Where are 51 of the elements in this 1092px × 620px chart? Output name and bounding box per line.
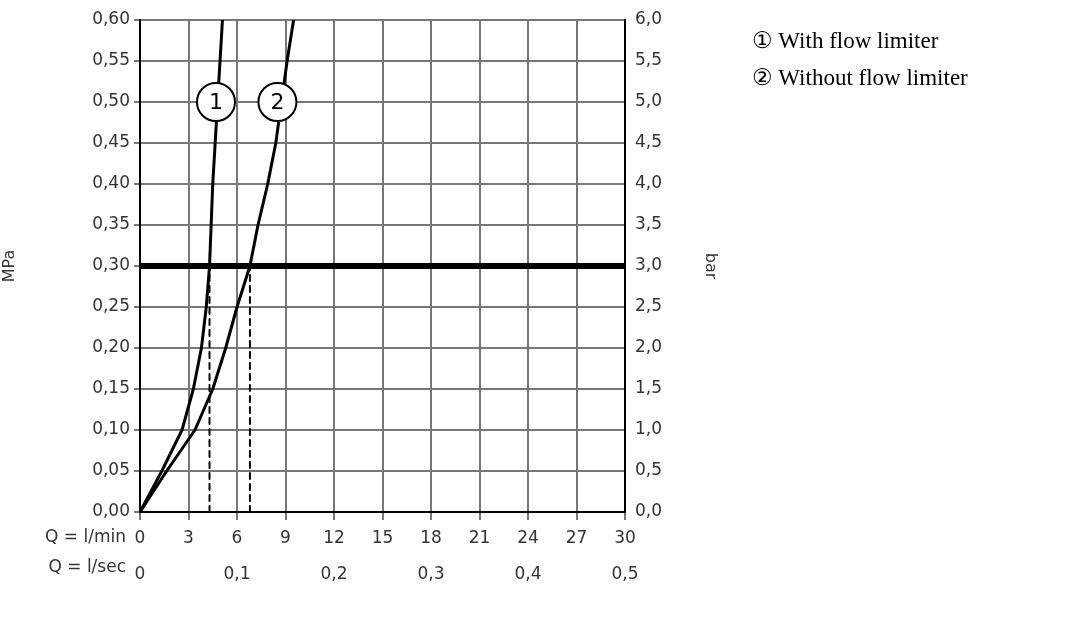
y2-axis-title: bar	[702, 252, 722, 280]
x-tick-label: 0	[134, 526, 146, 547]
text: ① With flow limiter	[752, 27, 940, 55]
y-tick-label: 0,35	[92, 213, 130, 234]
y-tick-label: 0,45	[92, 131, 130, 152]
y2-tick-label: 4,5	[635, 131, 663, 152]
y2-tick-label: 6,0	[635, 8, 663, 29]
y2-tick-label: 1,0	[635, 418, 663, 439]
y2-tick-label: 3,5	[635, 213, 663, 234]
y-tick-label: 0,50	[92, 90, 130, 111]
y2-tick-label: 1,5	[635, 377, 663, 398]
x-tick-label: 15	[371, 526, 394, 547]
x-tick-label: 18	[420, 526, 442, 547]
y-tick-label: 0,30	[92, 254, 130, 275]
y-tick-label: 0,55	[92, 49, 130, 70]
x2-tick-label: 0,1	[223, 562, 251, 583]
y-tick-label: 0,25	[92, 295, 130, 316]
x-tick-label: 21	[468, 526, 491, 547]
y2-tick-label: 2,0	[635, 336, 663, 357]
x-axis-title: Q = l/min	[45, 526, 126, 547]
y2-tick-label: 0,0	[635, 500, 663, 521]
y2-tick-label: 2,5	[635, 295, 663, 316]
x2-tick-label: 0,4	[514, 562, 542, 583]
y-tick-label: 0,10	[92, 418, 130, 439]
x2-tick-label: 0	[134, 562, 146, 583]
x2-tick-label: 0,3	[417, 562, 445, 583]
y2-tick-label: 5,0	[635, 90, 663, 111]
y-tick-label: 0,20	[92, 336, 130, 357]
y2-tick-label: 5,5	[635, 49, 663, 70]
y-tick-label: 0,00	[92, 500, 130, 521]
y-tick-label: 0,60	[92, 8, 130, 29]
x-tick-label: 3	[183, 526, 194, 547]
text: ② Without flow limiter	[752, 64, 968, 92]
annotation: 2	[270, 88, 285, 114]
x-tick-label: 6	[231, 526, 243, 547]
x-tick-label: 24	[517, 526, 539, 547]
x2-tick-label: 0,2	[320, 562, 348, 583]
y-tick-label: 0,05	[92, 459, 130, 480]
x-tick-label: 9	[280, 526, 291, 547]
y2-tick-label: 4,0	[635, 172, 663, 193]
y-tick-label: 0,15	[92, 377, 130, 398]
annotation: 1	[208, 88, 223, 114]
y2-tick-label: 3,0	[635, 254, 663, 275]
y-axis-title: MPa	[0, 249, 18, 283]
y-tick-label: 0,40	[92, 172, 130, 193]
x-tick-label: 12	[323, 526, 345, 547]
x2-axis-title: Q = l/sec	[48, 556, 126, 577]
x2-tick-label: 0,5	[611, 562, 639, 583]
x-tick-label: 30	[614, 526, 636, 547]
x-tick-label: 27	[565, 526, 588, 547]
y2-tick-label: 0,5	[635, 459, 663, 480]
